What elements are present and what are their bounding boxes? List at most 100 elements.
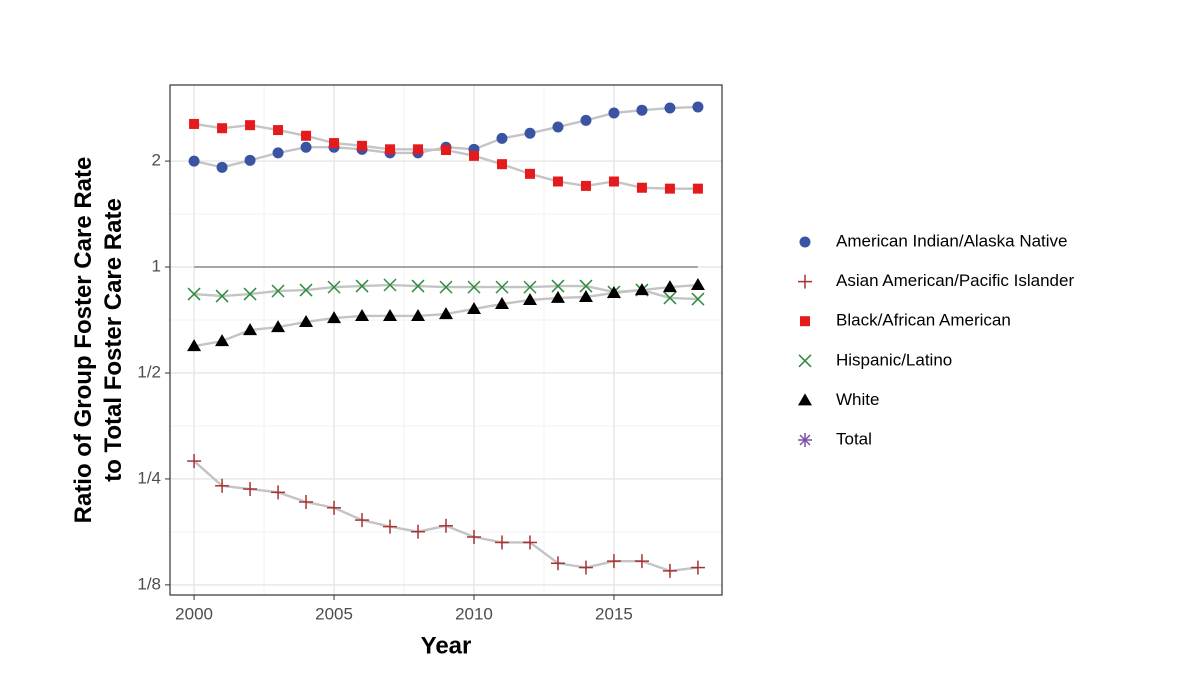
marker-shape <box>355 308 370 321</box>
marker-shape <box>413 144 424 155</box>
marker-shape <box>634 283 649 296</box>
data-point <box>690 278 705 291</box>
legend-label: Total <box>836 429 872 448</box>
y-tick-label: 1/2 <box>137 362 161 381</box>
data-point <box>663 291 677 305</box>
marker-stroke <box>579 279 593 293</box>
data-point <box>300 141 312 153</box>
marker-shape <box>608 176 619 187</box>
legend-swatch <box>798 433 812 447</box>
data-point <box>494 297 509 310</box>
marker-shape <box>244 154 256 166</box>
series-line <box>193 105 698 169</box>
data-point <box>523 280 537 294</box>
y-tick-label: 2 <box>152 151 161 170</box>
data-point <box>215 478 230 493</box>
data-point <box>608 107 620 119</box>
data-point <box>636 104 648 116</box>
data-point <box>271 284 285 298</box>
data-point <box>215 289 229 303</box>
y-tick-label: 1/8 <box>137 574 161 593</box>
marker-stroke <box>215 289 229 303</box>
marker-stroke <box>467 280 481 294</box>
marker-stroke <box>798 354 812 368</box>
data-point <box>271 320 286 333</box>
marker-shape <box>800 316 810 327</box>
marker-shape <box>189 118 200 129</box>
marker-shape <box>494 297 509 310</box>
data-point <box>439 518 453 533</box>
marker-shape <box>580 114 592 126</box>
marker-stroke <box>243 287 257 301</box>
legend-label: American Indian/Alaska Native <box>836 231 1068 250</box>
marker-stroke <box>663 291 677 305</box>
marker-shape <box>496 132 508 144</box>
marker-shape <box>187 339 202 352</box>
marker-shape <box>188 155 200 167</box>
data-point <box>411 308 426 321</box>
data-point <box>552 176 563 187</box>
legend-swatch <box>798 393 812 406</box>
data-point <box>580 180 591 191</box>
marker-stroke <box>439 280 453 294</box>
x-tick-label: 2005 <box>315 604 353 623</box>
data-point <box>634 283 649 296</box>
marker-shape <box>608 107 620 119</box>
x-tick-label: 2000 <box>175 604 213 623</box>
marker-shape <box>327 311 342 324</box>
marker-shape <box>441 145 451 156</box>
data-point <box>524 127 536 139</box>
marker-shape <box>301 130 312 141</box>
data-point <box>494 535 509 550</box>
legend-swatch <box>800 316 810 327</box>
data-point <box>441 145 451 156</box>
data-point <box>550 290 565 303</box>
data-point <box>383 278 397 292</box>
data-point <box>299 314 314 327</box>
x-axis-label: Year <box>421 632 472 659</box>
data-point <box>496 159 507 170</box>
marker-shape <box>357 140 368 151</box>
data-point <box>411 524 426 539</box>
data-point <box>188 155 200 167</box>
marker-shape <box>216 161 228 173</box>
data-point <box>608 176 619 187</box>
marker-stroke <box>411 279 425 293</box>
x-tick-label: 2015 <box>595 604 633 623</box>
plot-border <box>169 84 723 596</box>
data-point <box>245 120 256 131</box>
marker-shape <box>411 308 426 321</box>
data-point <box>413 144 424 155</box>
marker-shape <box>662 280 677 293</box>
data-point <box>217 123 228 134</box>
marker-shape <box>552 121 564 133</box>
data-point <box>299 494 314 509</box>
data-point <box>411 279 425 293</box>
marker-shape <box>468 150 479 161</box>
marker-shape <box>271 320 286 333</box>
data-point <box>385 144 396 155</box>
data-point <box>606 554 621 569</box>
legend-label: White <box>836 390 879 409</box>
marker-shape <box>383 308 398 321</box>
marker-shape <box>798 393 812 406</box>
x-tick-label: 2010 <box>455 604 493 623</box>
marker-shape <box>245 120 256 131</box>
data-point <box>273 125 284 136</box>
legend-swatch <box>798 354 812 368</box>
marker-shape <box>692 183 703 194</box>
legend-swatch <box>798 274 812 289</box>
data-point <box>578 560 593 575</box>
marker-shape <box>439 307 453 320</box>
marker-shape <box>300 141 312 153</box>
data-point <box>327 500 342 515</box>
data-point <box>466 301 481 314</box>
marker-shape <box>524 127 536 139</box>
data-point <box>580 114 592 126</box>
marker-shape <box>272 147 284 159</box>
y-tick-label: 1 <box>152 257 161 276</box>
marker-stroke <box>299 283 313 297</box>
data-point <box>271 485 286 500</box>
data-point <box>522 293 537 306</box>
